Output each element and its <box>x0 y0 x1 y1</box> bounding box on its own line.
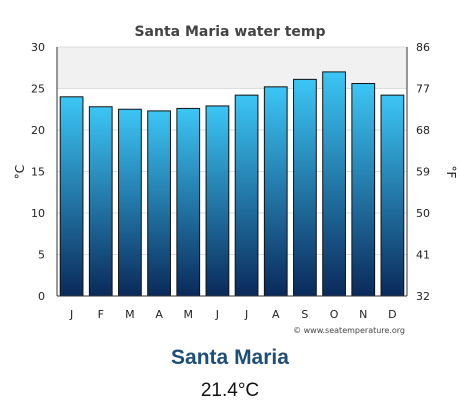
y-tick-label-right: 59 <box>416 166 430 179</box>
y-tick-label-left: 20 <box>31 124 45 137</box>
bar <box>380 94 405 297</box>
y-tick-label-right: 32 <box>416 290 430 303</box>
y-tick-label-left: 30 <box>31 41 45 54</box>
y-axis-label-celsius: °C <box>13 165 27 179</box>
x-tick-label: N <box>359 308 367 321</box>
location-name: Santa Maria <box>171 346 289 369</box>
y-tick-label-right: 77 <box>416 83 430 96</box>
x-tick-label: M <box>184 308 194 321</box>
chart-title: Santa Maria water temp <box>134 24 325 40</box>
bar <box>176 107 201 297</box>
y-tick-label-left: 15 <box>31 166 45 179</box>
current-temperature: 21.4°C <box>200 380 260 401</box>
bar <box>322 71 346 297</box>
y-tick-label-right: 68 <box>416 124 430 137</box>
y-tick-label-left: 0 <box>38 290 45 303</box>
y-tick-label-left: 10 <box>31 207 45 220</box>
bar <box>59 96 84 297</box>
plot-top-band <box>57 47 407 89</box>
bar <box>147 110 171 297</box>
bar <box>88 106 113 297</box>
y-axis-label-fahrenheit: °F <box>444 166 458 179</box>
x-tick-label: J <box>69 308 73 321</box>
water-temp-chart: 0 32 5 41 10 50 15 59 20 68 25 77 30 86 J F M A M J J A S O N D S… <box>13 24 458 335</box>
bar <box>118 108 142 297</box>
y-tick-label-right: 86 <box>416 41 430 54</box>
x-tick-label: J <box>244 308 248 321</box>
x-tick-label: F <box>98 308 104 321</box>
y-tick-label-left: 5 <box>38 249 45 262</box>
bar <box>205 105 230 297</box>
bar <box>263 86 288 297</box>
bar <box>293 78 317 297</box>
bar <box>234 94 259 297</box>
y-tick-label-left: 25 <box>31 83 45 96</box>
x-tick-label: A <box>155 308 163 321</box>
source-credit: © www.seatemperature.org <box>293 326 405 335</box>
x-tick-label: A <box>272 308 280 321</box>
x-tick-label: D <box>388 308 396 321</box>
x-tick-label: O <box>330 308 339 321</box>
x-tick-label: J <box>215 308 219 321</box>
bar <box>351 83 376 297</box>
y-tick-label-right: 41 <box>416 249 430 262</box>
y-tick-label-right: 50 <box>416 207 430 220</box>
x-tick-label: S <box>301 308 308 321</box>
x-tick-label: M <box>125 308 135 321</box>
